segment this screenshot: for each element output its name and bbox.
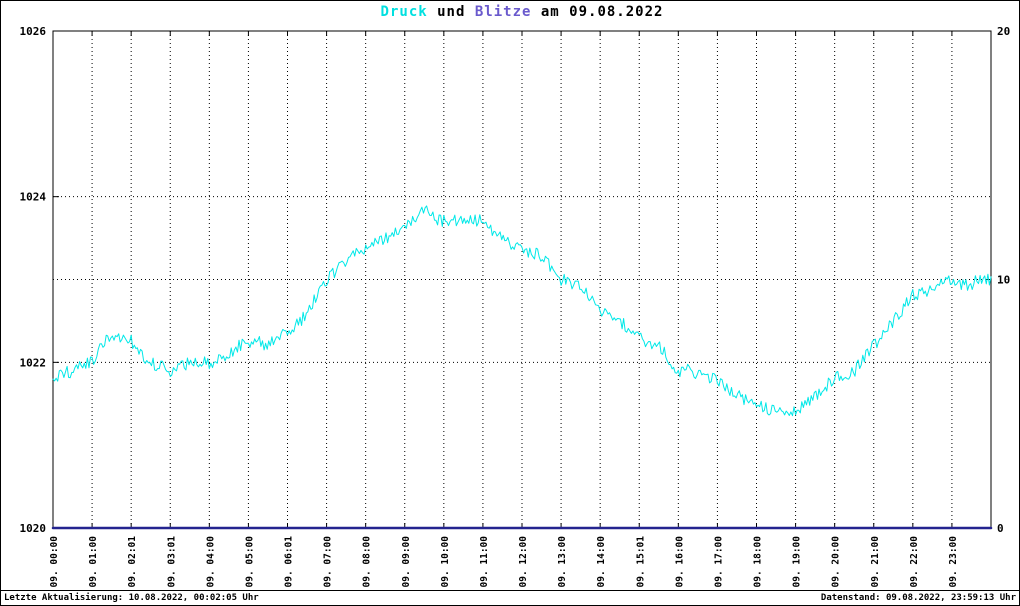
x-tick-label: 09. 13:00 xyxy=(557,536,568,588)
x-tick-label: 09. 19:00 xyxy=(792,536,803,588)
y-right-label: 20 xyxy=(997,25,1010,38)
y-left-label: 1022 xyxy=(20,356,47,369)
x-tick-label: 09. 06:01 xyxy=(284,536,295,588)
title-part: Druck xyxy=(380,4,428,20)
series-druck xyxy=(52,205,992,417)
y-left-label: 1026 xyxy=(20,25,47,38)
x-tick-label: 09. 20:00 xyxy=(831,536,842,588)
x-tick-label: 09. 10:00 xyxy=(440,536,451,588)
x-tick-label: 09. 18:00 xyxy=(753,536,764,588)
last-update-text: Letzte Aktualisierung: 10.08.2022, 00:02… xyxy=(4,593,259,603)
chart-title: Druck und Blitze am 09.08.2022 xyxy=(53,4,991,20)
x-tick-label: 09. 23:00 xyxy=(948,536,959,588)
title-part: und xyxy=(427,4,475,20)
x-tick-label: 09. 11:00 xyxy=(479,536,490,588)
x-tick-label: 09. 12:00 xyxy=(518,536,529,588)
y-left-label: 1020 xyxy=(20,522,47,535)
x-tick-label: 09. 00:00 xyxy=(49,536,60,588)
title-part: Blitze xyxy=(474,4,532,20)
x-tick-label: 09. 15:01 xyxy=(635,536,646,588)
x-tick-label: 09. 08:00 xyxy=(362,536,373,588)
x-tick-label: 09. 05:00 xyxy=(244,536,255,588)
y-right-label: 10 xyxy=(997,274,1010,287)
y-right-label: 0 xyxy=(997,522,1004,535)
x-tick-label: 09. 16:00 xyxy=(674,536,685,588)
x-tick-label: 09. 22:00 xyxy=(909,536,920,588)
x-tick-label: 09. 09:00 xyxy=(401,536,412,588)
x-tick-label: 09. 17:00 xyxy=(713,536,724,588)
x-tick-label: 09. 02:01 xyxy=(127,536,138,588)
x-tick-label: 09. 03:01 xyxy=(166,536,177,588)
x-tick-label: 09. 21:00 xyxy=(870,536,881,588)
x-tick-label: 09. 01:00 xyxy=(88,536,99,588)
title-part: am 09.08.2022 xyxy=(531,4,664,20)
x-tick-label: 09. 04:00 xyxy=(205,536,216,588)
y-left-label: 1024 xyxy=(20,191,47,204)
x-tick-label: 09. 14:00 xyxy=(596,536,607,588)
x-tick-label: 09. 07:00 xyxy=(323,536,334,588)
footer-separator xyxy=(1,590,1019,591)
data-timestamp-text: Datenstand: 09.08.2022, 23:59:13 Uhr xyxy=(820,593,1016,603)
